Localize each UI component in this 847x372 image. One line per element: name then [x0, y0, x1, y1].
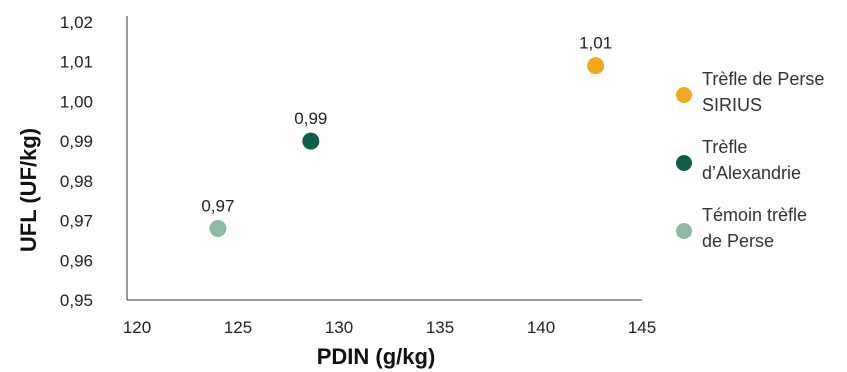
x-tick-label: 145	[628, 318, 656, 337]
x-tick-label: 140	[527, 318, 555, 337]
legend-label: Témoin trèfle de Perse	[702, 205, 808, 251]
legend-item: Trèfle d’Alexandrie	[676, 134, 846, 186]
data-point	[209, 220, 227, 238]
data-point	[587, 57, 605, 75]
data-label: 0,99	[294, 109, 327, 128]
x-tick-label: 135	[426, 318, 454, 337]
y-tick-label: 0,99	[60, 132, 93, 151]
x-tick-label: 120	[123, 318, 151, 337]
y-tick-label: 0,98	[60, 172, 93, 191]
data-points: 1,01 0,99 0,97	[201, 34, 612, 238]
y-tick-label: 1,02	[60, 13, 93, 32]
legend-marker	[676, 87, 692, 103]
legend: Trèfle de Perse SIRIUS Trèfle d’Alexandrie T…	[676, 66, 846, 270]
x-axis-title: PDIN (g/kg)	[317, 344, 436, 369]
x-tick-label: 125	[224, 318, 252, 337]
legend-marker	[676, 155, 692, 171]
data-point	[302, 132, 320, 150]
legend-marker	[676, 223, 692, 239]
chart-axes	[126, 16, 642, 301]
legend-label: Trèfle de Perse SIRIUS	[702, 69, 825, 115]
tick-labels: 0,95 0,96 0,97 0,98 0,99 1,00 1,01 1,02 120 125 13…	[60, 13, 656, 337]
legend-item: Trèfle de Perse SIRIUS	[676, 66, 846, 118]
y-tick-label: 0,97	[60, 212, 93, 231]
data-label: 1,01	[579, 34, 612, 53]
y-tick-label: 1,00	[60, 92, 93, 111]
y-tick-label: 0,95	[60, 291, 93, 310]
y-tick-label: 0,96	[60, 251, 93, 270]
data-label: 0,97	[201, 197, 234, 216]
y-tick-label: 1,01	[60, 53, 93, 72]
x-tick-label: 130	[325, 318, 353, 337]
y-axis-title: UFL (UF/kg)	[16, 128, 41, 252]
legend-label: Trèfle d’Alexandrie	[702, 137, 802, 183]
legend-item: Témoin trèfle de Perse	[676, 202, 846, 254]
